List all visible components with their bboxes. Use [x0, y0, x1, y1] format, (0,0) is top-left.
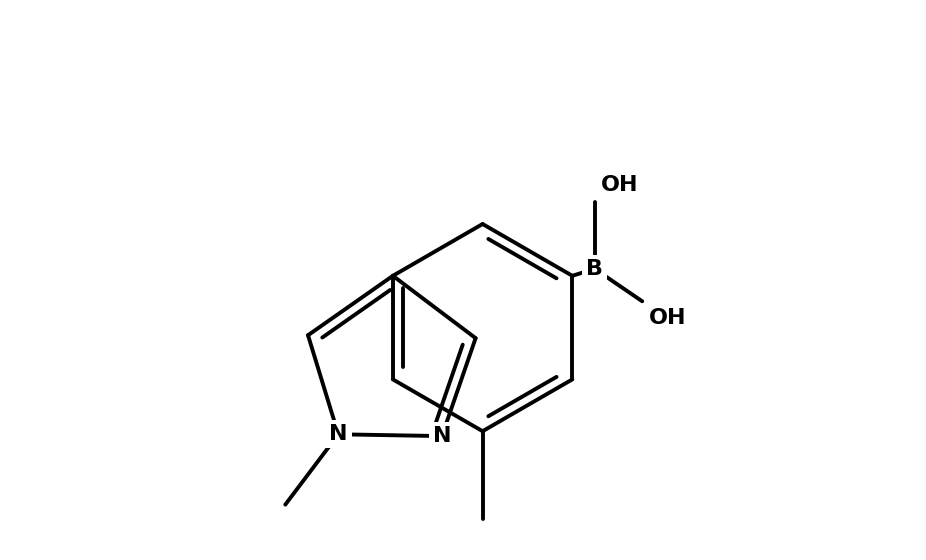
Text: OH: OH: [649, 308, 686, 328]
Text: B: B: [586, 259, 603, 279]
Text: OH: OH: [601, 175, 639, 195]
Text: N: N: [432, 426, 451, 446]
Text: N: N: [329, 424, 347, 444]
